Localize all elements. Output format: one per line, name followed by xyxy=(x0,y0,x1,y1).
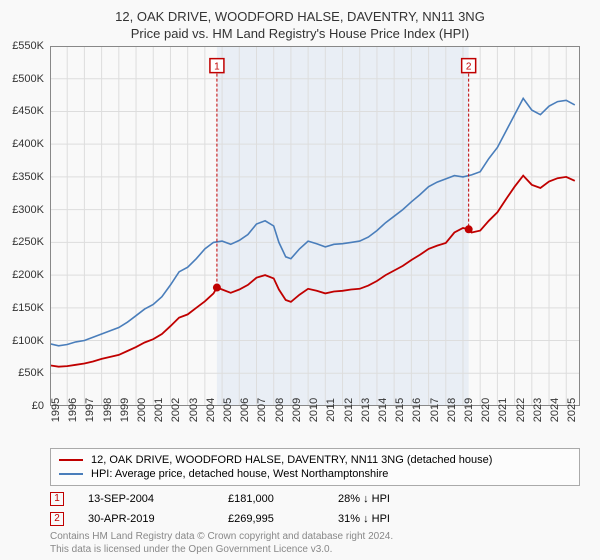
y-tick-label: £400K xyxy=(12,138,44,150)
x-tick-label: 1996 xyxy=(67,398,79,422)
chart-title-line2: Price paid vs. HM Land Registry's House … xyxy=(0,26,600,45)
sale-marker-ref: 1 xyxy=(50,492,64,506)
y-tick-label: £500K xyxy=(12,73,44,85)
x-tick-label: 2000 xyxy=(136,398,148,422)
footer-attribution: Contains HM Land Registry data © Crown c… xyxy=(50,530,393,556)
y-tick-label: £200K xyxy=(12,269,44,281)
footer-line2: This data is licensed under the Open Gov… xyxy=(50,543,393,556)
legend-box: 12, OAK DRIVE, WOODFORD HALSE, DAVENTRY,… xyxy=(50,448,580,486)
sale-marker-dot xyxy=(465,225,473,233)
sale-marker-label: 1 xyxy=(214,62,220,73)
x-tick-label: 2024 xyxy=(549,398,561,422)
sale-date: 30-APR-2019 xyxy=(88,513,228,525)
y-tick-label: £50K xyxy=(18,367,44,379)
x-tick-label: 2001 xyxy=(153,398,165,422)
sale-marker-label: 2 xyxy=(466,62,472,73)
y-tick-label: £300K xyxy=(12,204,44,216)
x-tick-label: 2020 xyxy=(480,398,492,422)
x-tick-label: 1995 xyxy=(50,398,62,422)
sale-row-1: 1 13-SEP-2004£181,00028% ↓ HPI xyxy=(50,492,580,506)
x-tick-label: 2017 xyxy=(429,398,441,422)
sale-price: £269,995 xyxy=(228,513,338,525)
chart-plot-area: 12 xyxy=(50,46,580,406)
legend-item: HPI: Average price, detached house, West… xyxy=(59,467,571,481)
x-tick-label: 2009 xyxy=(291,398,303,422)
legend-swatch xyxy=(59,473,83,475)
sale-price: £181,000 xyxy=(228,493,338,505)
x-tick-label: 2008 xyxy=(274,398,286,422)
x-tick-label: 2006 xyxy=(239,398,251,422)
x-tick-label: 2021 xyxy=(497,398,509,422)
y-axis: £0£50K£100K£150K£200K£250K£300K£350K£400… xyxy=(0,46,48,406)
y-tick-label: £250K xyxy=(12,236,44,248)
y-tick-label: £0 xyxy=(32,400,44,412)
x-tick-label: 2023 xyxy=(532,398,544,422)
x-axis: 1995199619971998199920002001200220032004… xyxy=(50,406,580,446)
x-tick-label: 2004 xyxy=(205,398,217,422)
chart-title-line1: 12, OAK DRIVE, WOODFORD HALSE, DAVENTRY,… xyxy=(0,0,600,26)
x-tick-label: 2003 xyxy=(188,398,200,422)
x-tick-label: 2018 xyxy=(446,398,458,422)
x-tick-label: 1998 xyxy=(102,398,114,422)
x-tick-label: 2005 xyxy=(222,398,234,422)
legend-swatch xyxy=(59,459,83,461)
chart-container: 12, OAK DRIVE, WOODFORD HALSE, DAVENTRY,… xyxy=(0,0,600,560)
x-tick-label: 1997 xyxy=(84,398,96,422)
x-tick-label: 2013 xyxy=(360,398,372,422)
footer-line1: Contains HM Land Registry data © Crown c… xyxy=(50,530,393,543)
sale-diff: 31% ↓ HPI xyxy=(338,513,458,525)
x-tick-label: 2011 xyxy=(325,398,337,422)
y-tick-label: £350K xyxy=(12,171,44,183)
x-tick-label: 2002 xyxy=(170,398,182,422)
x-tick-label: 2010 xyxy=(308,398,320,422)
legend-label: HPI: Average price, detached house, West… xyxy=(91,468,388,480)
y-tick-label: £100K xyxy=(12,335,44,347)
x-tick-label: 2014 xyxy=(377,398,389,422)
y-tick-label: £550K xyxy=(12,40,44,52)
y-tick-label: £150K xyxy=(12,302,44,314)
sale-marker-ref: 2 xyxy=(50,512,64,526)
sale-diff: 28% ↓ HPI xyxy=(338,493,458,505)
x-tick-label: 2022 xyxy=(515,398,527,422)
x-tick-label: 2012 xyxy=(343,398,355,422)
x-tick-label: 2007 xyxy=(256,398,268,422)
x-tick-label: 2016 xyxy=(411,398,423,422)
sale-date: 13-SEP-2004 xyxy=(88,493,228,505)
x-tick-label: 2015 xyxy=(394,398,406,422)
x-tick-label: 2025 xyxy=(566,398,578,422)
y-tick-label: £450K xyxy=(12,105,44,117)
legend-item: 12, OAK DRIVE, WOODFORD HALSE, DAVENTRY,… xyxy=(59,453,571,467)
sale-row-2: 2 30-APR-2019£269,99531% ↓ HPI xyxy=(50,512,580,526)
chart-svg: 12 xyxy=(50,46,580,406)
sale-marker-dot xyxy=(213,284,221,292)
x-tick-label: 2019 xyxy=(463,398,475,422)
x-tick-label: 1999 xyxy=(119,398,131,422)
legend-label: 12, OAK DRIVE, WOODFORD HALSE, DAVENTRY,… xyxy=(91,454,492,466)
